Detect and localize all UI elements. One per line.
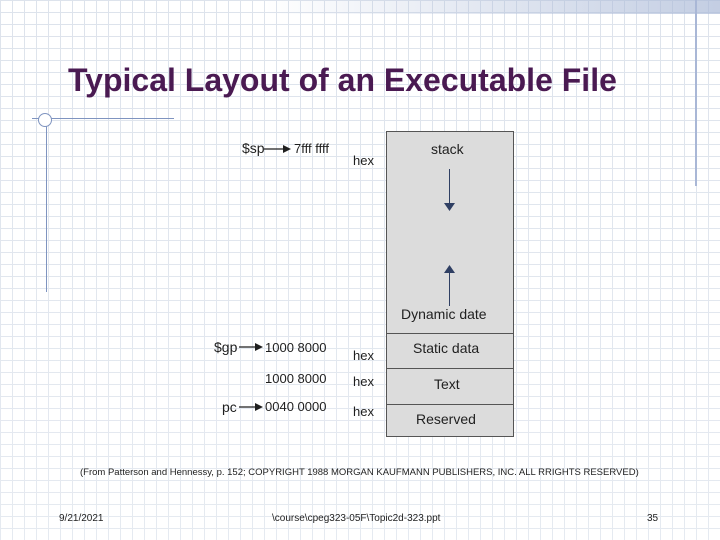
gp-address: 1000 8000 xyxy=(265,340,327,355)
sp-pointer-arrow-icon xyxy=(264,145,291,153)
footer-date: 9/21/2021 xyxy=(59,513,104,524)
bullet-circle xyxy=(38,113,52,127)
segment-text-label: Text xyxy=(434,376,460,392)
slide-title: Typical Layout of an Executable File xyxy=(68,62,617,98)
segment-dynamic-label: Dynamic date xyxy=(401,306,487,322)
segment-stack-label: stack xyxy=(431,141,464,157)
memory-diagram xyxy=(386,131,514,437)
heap-growth-arrow xyxy=(449,272,450,306)
stack-arrowhead-icon xyxy=(444,203,455,211)
segment-static-label: Static data xyxy=(413,340,480,356)
footer-path: \course\cpeg323-05F\Topic2d-323.ppt xyxy=(272,513,441,524)
heap-arrowhead-icon xyxy=(444,265,455,273)
text-hex-label: hex xyxy=(353,374,374,389)
pc-register-label: pc xyxy=(222,399,237,415)
pc-address: 0040 0000 xyxy=(265,399,327,414)
footer-page-number: 35 xyxy=(647,513,659,524)
gp-hex-label: hex xyxy=(353,348,374,363)
segment-divider-reserved xyxy=(386,404,514,405)
title-rule xyxy=(32,118,174,119)
segment-divider-static xyxy=(386,333,514,334)
segment-divider-text xyxy=(386,368,514,369)
segment-reserved-label: Reserved xyxy=(416,411,476,427)
citation-text: (From Patterson and Hennessy, p. 152; CO… xyxy=(80,467,639,478)
sp-hex-label: hex xyxy=(353,153,374,168)
pc-pointer-arrow-icon xyxy=(239,403,263,411)
text-address: 1000 8000 xyxy=(265,371,327,386)
stack-growth-arrow xyxy=(449,169,450,207)
gp-pointer-arrow-icon xyxy=(239,343,263,351)
gp-register-label: $gp xyxy=(214,339,238,355)
sp-address: 7fff ffff xyxy=(294,141,329,156)
corner-decoration xyxy=(265,0,720,14)
pc-hex-label: hex xyxy=(353,404,374,419)
sp-register-label: $sp xyxy=(242,140,265,156)
corner-rule xyxy=(695,0,697,186)
side-rule xyxy=(46,120,47,292)
